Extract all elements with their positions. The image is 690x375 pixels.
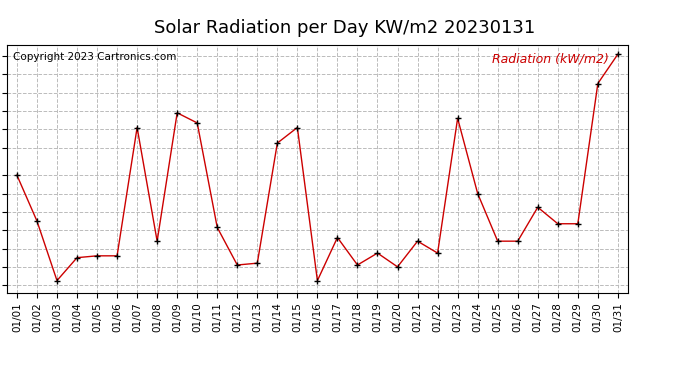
Text: Solar Radiation per Day KW/m2 20230131: Solar Radiation per Day KW/m2 20230131 <box>155 19 535 37</box>
Text: Radiation (kW/m2): Radiation (kW/m2) <box>493 53 609 65</box>
Text: Copyright 2023 Cartronics.com: Copyright 2023 Cartronics.com <box>13 53 177 62</box>
